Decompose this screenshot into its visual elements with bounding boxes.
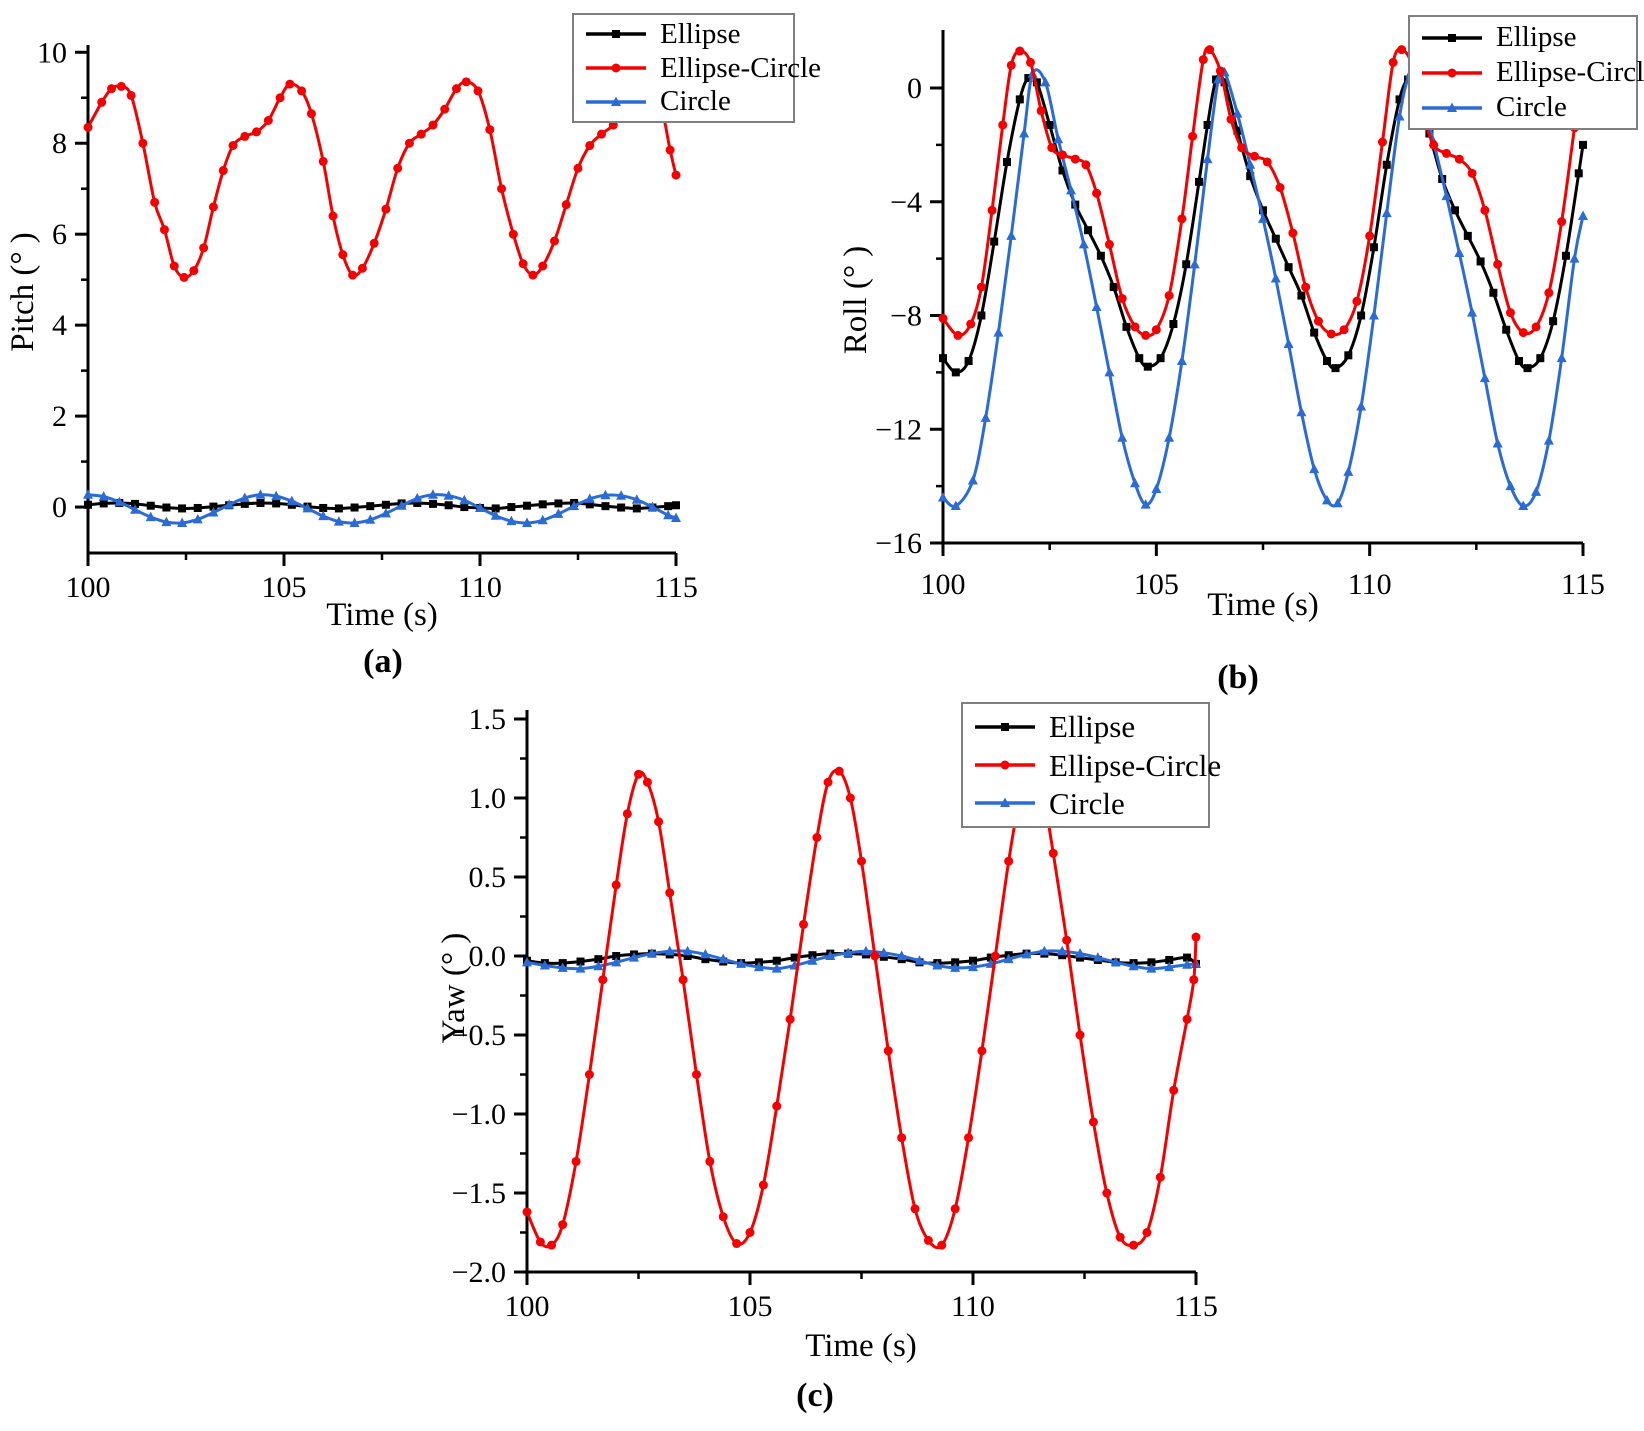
x-tick-label: 115	[1561, 568, 1605, 601]
x-axis-label: Time (s)	[805, 1328, 917, 1364]
legend-line-triangle-icon	[1422, 102, 1482, 112]
legend-item-circle: Circle	[1410, 93, 1636, 122]
x-tick-label: 105	[262, 571, 307, 604]
series-line	[941, 66, 1585, 509]
legend-line-circle-icon	[1422, 68, 1482, 77]
x-tick-label: 110	[458, 571, 502, 604]
series-markers	[938, 66, 1588, 511]
legend-line-triangle-icon	[975, 797, 1035, 808]
legend-c: Ellipse Ellipse-Circle Circle	[961, 702, 1221, 828]
x-tick-label: 110	[951, 1290, 995, 1323]
y-tick-label: 0	[907, 72, 922, 105]
legend-label-ellipse-circle: Ellipse-Circle	[1496, 56, 1644, 88]
y-tick-label: −0.5	[452, 1019, 506, 1052]
series-markers	[83, 489, 681, 527]
x-tick-label: 105	[1134, 568, 1179, 601]
y-tick-label: 8	[52, 127, 67, 160]
series-markers	[522, 945, 1201, 973]
y-tick-label: 0.0	[469, 940, 507, 973]
legend-line-circle-icon	[975, 760, 1035, 770]
legend-item-ellipse-circle: Ellipse-Circle	[574, 53, 821, 83]
panel-label: (b)	[1217, 659, 1259, 696]
legend-item-ellipse-circle: Ellipse-Circle	[963, 750, 1221, 781]
y-tick-label: 0.5	[469, 861, 507, 894]
legend-label-circle: Circle	[1049, 785, 1125, 821]
x-tick-label: 115	[654, 571, 698, 604]
y-tick-label: 6	[52, 218, 67, 251]
legend-a: Ellipse Ellipse-Circle Circle	[572, 13, 821, 123]
y-tick-label: −8	[890, 300, 922, 333]
legend-line-square-icon	[1422, 33, 1482, 42]
panel-label: (c)	[796, 1377, 834, 1414]
y-tick-label: 10	[37, 36, 67, 69]
legend-label-circle: Circle	[660, 85, 731, 118]
y-tick-label: 0	[52, 491, 67, 524]
x-tick-label: 100	[921, 568, 966, 601]
legend-b: Ellipse Ellipse-Circle Circle	[1408, 15, 1644, 130]
x-tick-label: 100	[66, 571, 111, 604]
y-tick-label: 4	[52, 309, 67, 342]
legend-label-ellipse: Ellipse	[1496, 21, 1577, 53]
series-circle	[522, 945, 1201, 973]
series-circle	[83, 489, 681, 527]
y-axis-label: Pitch (° )	[5, 232, 41, 352]
y-tick-label: 1.0	[469, 782, 507, 815]
subplot-c: 100 105 110 115 1.5 1.0 0.5 0.0 −0.5 −1.0 −1.5 −2.0…	[436, 703, 1218, 1414]
x-tick-label: 110	[1348, 568, 1392, 601]
y-tick-label: 2	[52, 400, 67, 433]
legend-item-circle: Circle	[963, 788, 1208, 819]
x-axis-label: Time (s)	[1207, 587, 1319, 623]
panel-label: (a)	[363, 643, 403, 680]
y-tick-label: −12	[875, 413, 922, 446]
legend-item-ellipse: Ellipse	[574, 17, 793, 50]
legend-item-ellipse-circle: Ellipse-Circle	[1410, 58, 1644, 87]
y-tick-label: −4	[890, 186, 922, 219]
legend-label-ellipse: Ellipse	[660, 17, 741, 50]
y-tick-label: −1.5	[452, 1177, 506, 1210]
y-tick-label: −1.0	[452, 1098, 506, 1131]
legend-label-ellipse-circle: Ellipse-Circle	[1049, 747, 1222, 783]
x-tick-label: 115	[1174, 1290, 1218, 1323]
legend-line-square-icon	[586, 30, 646, 39]
x-tick-label: 105	[728, 1290, 773, 1323]
legend-line-triangle-icon	[586, 96, 646, 106]
legend-label-ellipse: Ellipse	[1049, 709, 1136, 745]
legend-label-ellipse-circle: Ellipse-Circle	[660, 51, 822, 84]
legend-item-ellipse: Ellipse	[963, 711, 1208, 742]
series-markers	[83, 77, 681, 282]
series-ellipse-circle	[83, 77, 681, 282]
y-axis-label: Yaw (° )	[436, 933, 472, 1044]
legend-item-circle: Circle	[574, 87, 793, 116]
y-axis-label: Roll (° )	[838, 246, 874, 355]
x-tick-label: 100	[505, 1290, 550, 1323]
series-circle	[938, 66, 1588, 511]
legend-label-circle: Circle	[1496, 91, 1567, 123]
y-tick-label: −2.0	[452, 1256, 506, 1289]
x-axis-label: Time (s)	[326, 597, 438, 633]
series-ellipse-circle	[522, 761, 1201, 1250]
subplot-a: 100 105 110 115 0 2 4 6 8 10 Time (s) Pitch (° ) (a)	[5, 36, 698, 680]
y-tick-label: 1.5	[469, 703, 507, 736]
legend-line-circle-icon	[586, 63, 646, 73]
legend-line-square-icon	[975, 722, 1035, 731]
series-line	[525, 764, 1198, 1250]
subplot-b: 100 105 110 115 0 −4 −8 −12 −16 Time (s) Roll (° )…	[838, 30, 1605, 696]
legend-item-ellipse: Ellipse	[1410, 23, 1636, 52]
y-tick-label: −16	[875, 527, 922, 560]
